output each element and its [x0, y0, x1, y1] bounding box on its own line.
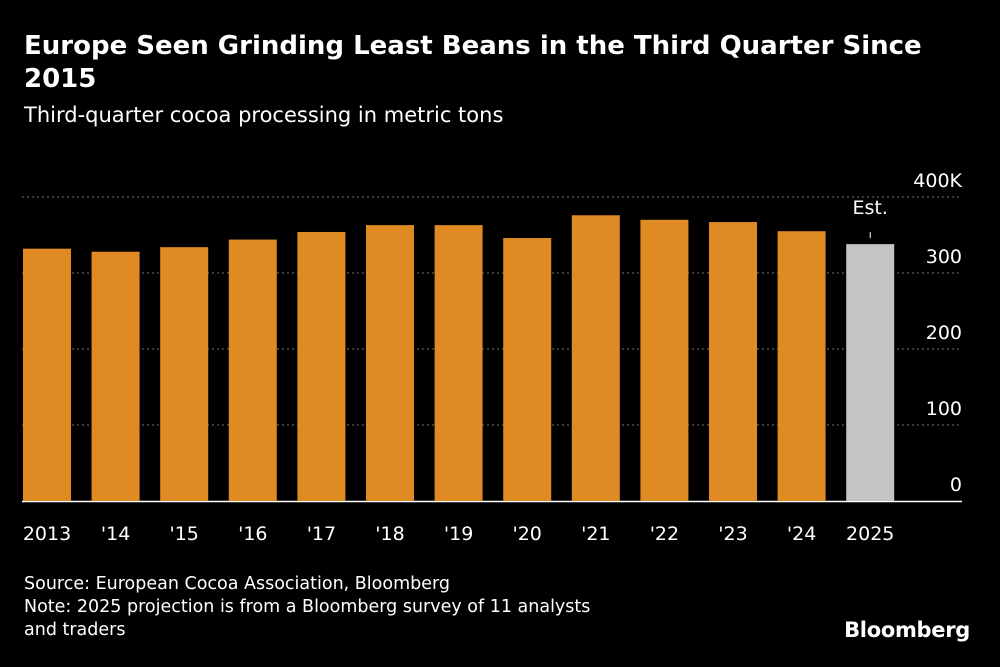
chart-subtitle: Third-quarter cocoa processing in metric…	[24, 103, 504, 127]
bar	[160, 247, 209, 501]
bloomberg-logo: Bloomberg	[844, 618, 970, 642]
tick-labels: 0 100 200 300 400K 2013 '14 '15 '16 '17 '18 '19 '20 '…	[23, 170, 963, 545]
bars	[23, 215, 895, 502]
y-tick-label: 300	[926, 246, 962, 268]
bar	[640, 219, 689, 502]
y-tick-label: 100	[926, 398, 962, 420]
estimate-bar	[846, 244, 895, 501]
x-tick-label: 2025	[846, 523, 894, 545]
x-tick-label: '20	[512, 523, 541, 545]
bar	[571, 215, 620, 502]
bar	[228, 239, 277, 501]
projection-note: Note: 2025 projection is from a Bloomber…	[24, 597, 591, 617]
bar	[434, 225, 483, 501]
bar	[503, 238, 552, 502]
bar	[366, 225, 414, 501]
bar	[23, 248, 71, 501]
x-tick-label: 2013	[23, 523, 71, 545]
projection-note-continued: and traders	[24, 620, 126, 640]
y-tick-label: 400K	[913, 170, 962, 192]
x-tick-label: '17	[307, 523, 336, 545]
bar	[297, 231, 346, 501]
estimate-label: Est.	[852, 197, 887, 219]
bar	[91, 251, 140, 501]
y-tick-label: 200	[926, 322, 962, 344]
source-note: Source: European Cocoa Association, Bloo…	[24, 574, 450, 594]
x-tick-label: '14	[101, 523, 130, 545]
bar	[709, 222, 757, 501]
x-tick-label: '23	[718, 523, 747, 545]
x-tick-label: '16	[238, 523, 267, 545]
footer: Source: European Cocoa Association, Bloo…	[24, 573, 590, 642]
bar-chart: 0 100 200 300 400K 2013 '14 '15 '16 '17 '18 '19 '20 '…	[22, 170, 963, 545]
x-tick-label: '22	[650, 523, 679, 545]
x-tick-label: '24	[787, 523, 816, 545]
x-tick-label: '19	[444, 523, 473, 545]
x-tick-label: '21	[581, 523, 610, 545]
bar	[777, 231, 826, 501]
x-tick-label: '18	[375, 523, 404, 545]
chart-title: Europe Seen Grinding Least Beans in the …	[24, 31, 922, 94]
x-tick-label: '15	[169, 523, 198, 545]
y-tick-label: 0	[950, 474, 962, 496]
